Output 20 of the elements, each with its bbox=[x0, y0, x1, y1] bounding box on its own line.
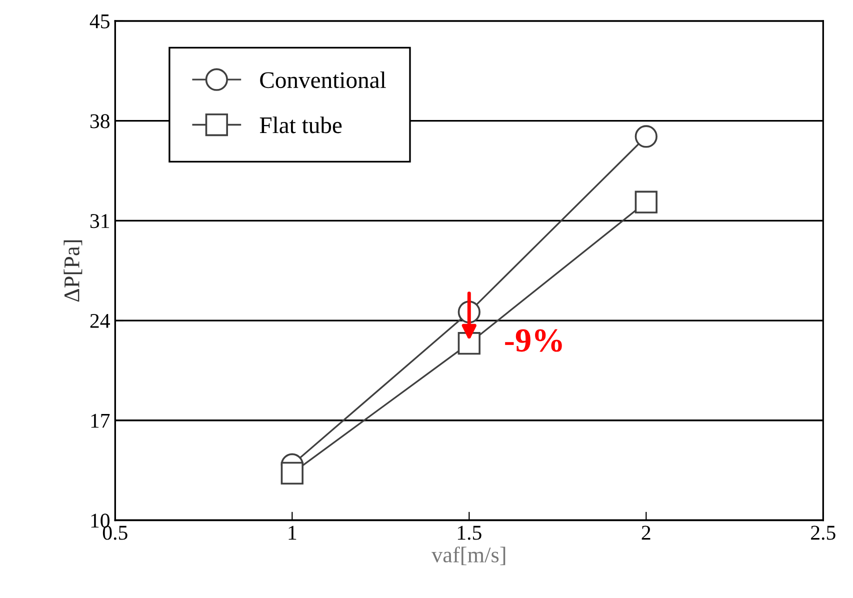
y-tick-label: 10 bbox=[91, 514, 110, 528]
x-tick-label: 0.5 bbox=[102, 526, 128, 540]
y-tick-label: 31 bbox=[90, 214, 110, 228]
x-tick-label: 2.5 bbox=[811, 526, 836, 540]
annotation: -9% bbox=[505, 329, 562, 352]
point bbox=[634, 190, 658, 214]
y-axis-title: ΔP[Pa] bbox=[64, 240, 82, 302]
y-tick-label: 17 bbox=[91, 414, 110, 428]
y-tick-label: 24 bbox=[90, 314, 110, 328]
legend-label: Conventional bbox=[260, 71, 386, 88]
x-axis-title: vaf[m/s] bbox=[432, 546, 506, 566]
x-tick-label: 2 bbox=[642, 526, 650, 540]
x-tick-label: 1 bbox=[288, 526, 296, 540]
y-tick-label: 38 bbox=[90, 114, 110, 128]
point bbox=[280, 462, 304, 484]
x-tick-label: 1.5 bbox=[458, 526, 482, 540]
y-tick-label: 45 bbox=[90, 14, 110, 28]
point bbox=[458, 332, 480, 355]
point bbox=[634, 125, 658, 148]
legend-label: Flat tube bbox=[260, 116, 342, 134]
